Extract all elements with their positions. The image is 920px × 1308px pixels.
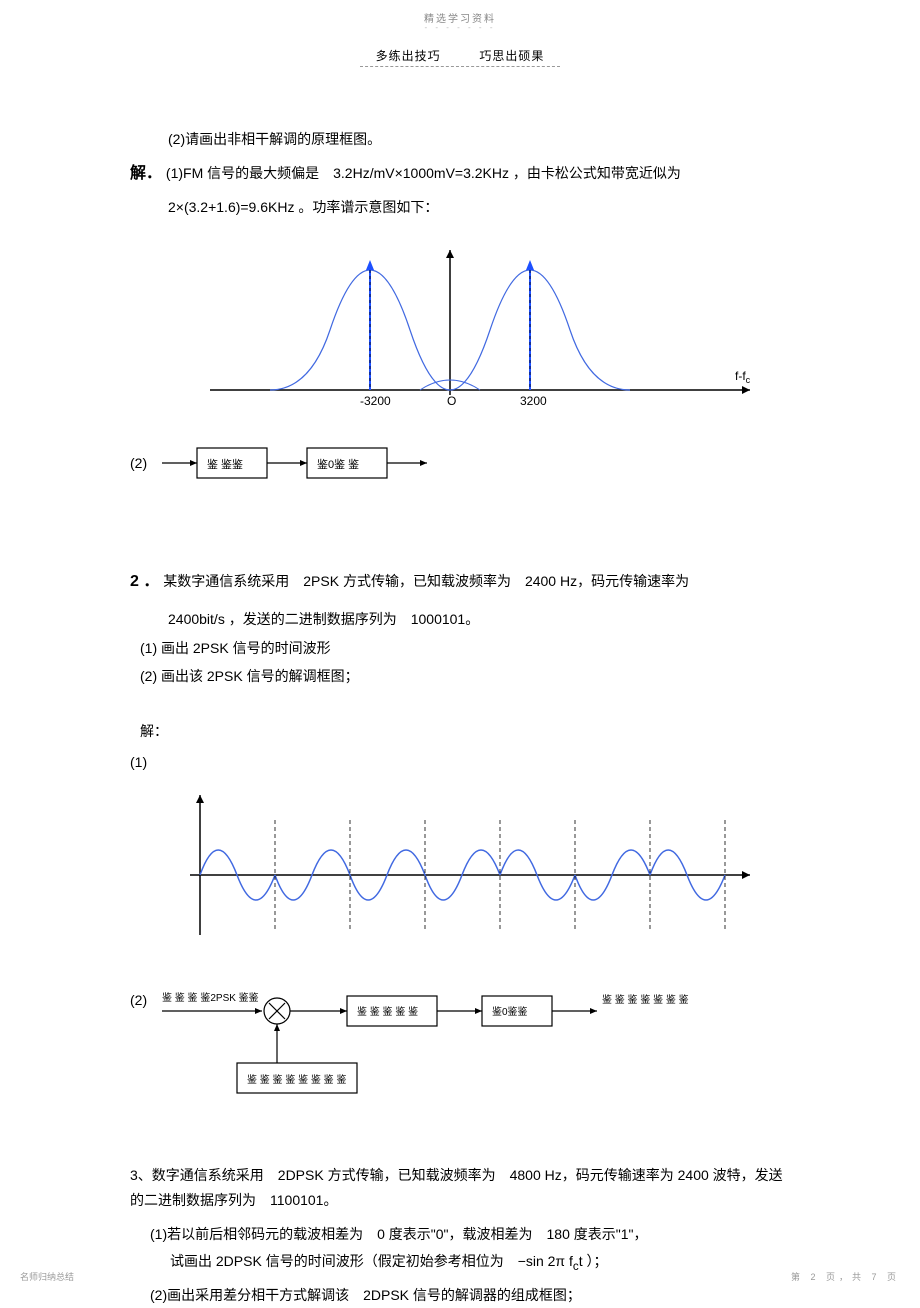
page-header-dots: - - - - - - - bbox=[0, 23, 920, 32]
question3-title: 3、数字通信系统采用 2DPSK 方式传输，已知载波频率为 4800 Hz，码元… bbox=[130, 1163, 790, 1213]
footer-left: 名师归纳总结 bbox=[20, 1270, 74, 1283]
q3-sub2: (2)画出采用差分相干方式解调该 2DPSK 信号的解调器的组成框图； bbox=[150, 1283, 790, 1308]
q2-title: 某数字通信系统采用 2PSK 方式传输，已知载波频率为 2400 Hz，码元传输… bbox=[163, 573, 689, 589]
q3-sub1b-line: 试画出 2DPSK 信号的时间波形（假定初始参考相位为 −sin 2π fct … bbox=[170, 1249, 790, 1277]
answer1-line2: 2×(3.2+1.6)=9.6KHz 。功率谱示意图如下： bbox=[168, 195, 790, 220]
answer1-label: 解． bbox=[130, 165, 162, 182]
x-neg-label: -3200 bbox=[360, 394, 391, 408]
q2-part1-label: (1) bbox=[130, 750, 790, 775]
q2-sub2: (2) 画出该 2PSK 信号的解调框图； bbox=[140, 664, 790, 689]
box2-text: 鉴0鉴 鉴 bbox=[317, 458, 359, 471]
axis-label: f-fc bbox=[735, 369, 751, 385]
answer1-text: (1)FM 信号的最大频偏是 3.2Hz/mV×1000mV=3.2KHz ，由… bbox=[166, 165, 681, 181]
q3-sub1b: 试画出 2DPSK 信号的时间波形（假定初始参考相位为 −sin 2π f bbox=[170, 1253, 573, 1269]
sampler-label: 鉴0鉴鉴 bbox=[492, 1005, 528, 1018]
lpf-label: 鉴 鉴 鉴 鉴 鉴 bbox=[357, 1005, 418, 1018]
page-header-sub: 多练出技巧 巧思出硕果 bbox=[0, 47, 920, 64]
q2-ans-label: 解： bbox=[140, 719, 790, 744]
box1-text: 鉴 鉴鉴 bbox=[207, 458, 243, 471]
page-header-top: 精选学习资料 bbox=[0, 0, 920, 25]
psk-waveform bbox=[130, 785, 790, 973]
answer1: 解． (1)FM 信号的最大频偏是 3.2Hz/mV×1000mV=3.2KHz… bbox=[130, 160, 790, 189]
q3-sub1c: t ）； bbox=[579, 1253, 608, 1269]
output-label: 鉴 鉴 鉴 鉴 鉴 鉴 鉴 bbox=[602, 993, 689, 1006]
spectrum-diagram: -3200 O 3200 f-fc bbox=[130, 230, 790, 448]
q2-sub1: (1) 画出 2PSK 信号的时间波形 bbox=[140, 636, 790, 661]
q2-line2: 2400bit/s ，发送的二进制数据序列为 1000101。 bbox=[168, 607, 790, 632]
q3-sub1a: (1)若以前后相邻码元的载波相差为 0 度表示"0"，载波相差为 180 度表示… bbox=[150, 1222, 790, 1247]
carrier-label: 鉴 鉴 鉴 鉴 鉴 鉴 鉴 鉴 bbox=[247, 1073, 346, 1086]
q2-part2-label: (2) bbox=[130, 988, 147, 1013]
q1-part2: (2)请画出非相干解调的原理框图。 bbox=[168, 127, 790, 152]
footer-right: 第 2 页，共 7 页 bbox=[791, 1270, 900, 1283]
q2-num: 2 ． bbox=[130, 573, 159, 590]
header-sub-left: 多练出技巧 bbox=[376, 49, 441, 63]
x-pos-label: 3200 bbox=[520, 394, 547, 408]
psk-demod-diagram: (2) 鉴 鉴 鉴 鉴2PSK 鉴鉴 鉴 鉴 鉴 鉴 鉴 鉴0鉴鉴 鉴 鉴 鉴 … bbox=[130, 983, 790, 1103]
input-label: 鉴 鉴 鉴 鉴2PSK 鉴鉴 bbox=[162, 991, 259, 1004]
header-sub-right: 巧思出硕果 bbox=[479, 49, 544, 63]
origin-label: O bbox=[447, 394, 456, 408]
question2: 2 ． 某数字通信系统采用 2PSK 方式传输，已知载波频率为 2400 Hz，… bbox=[130, 568, 790, 597]
part2-label: (2) bbox=[130, 451, 147, 476]
